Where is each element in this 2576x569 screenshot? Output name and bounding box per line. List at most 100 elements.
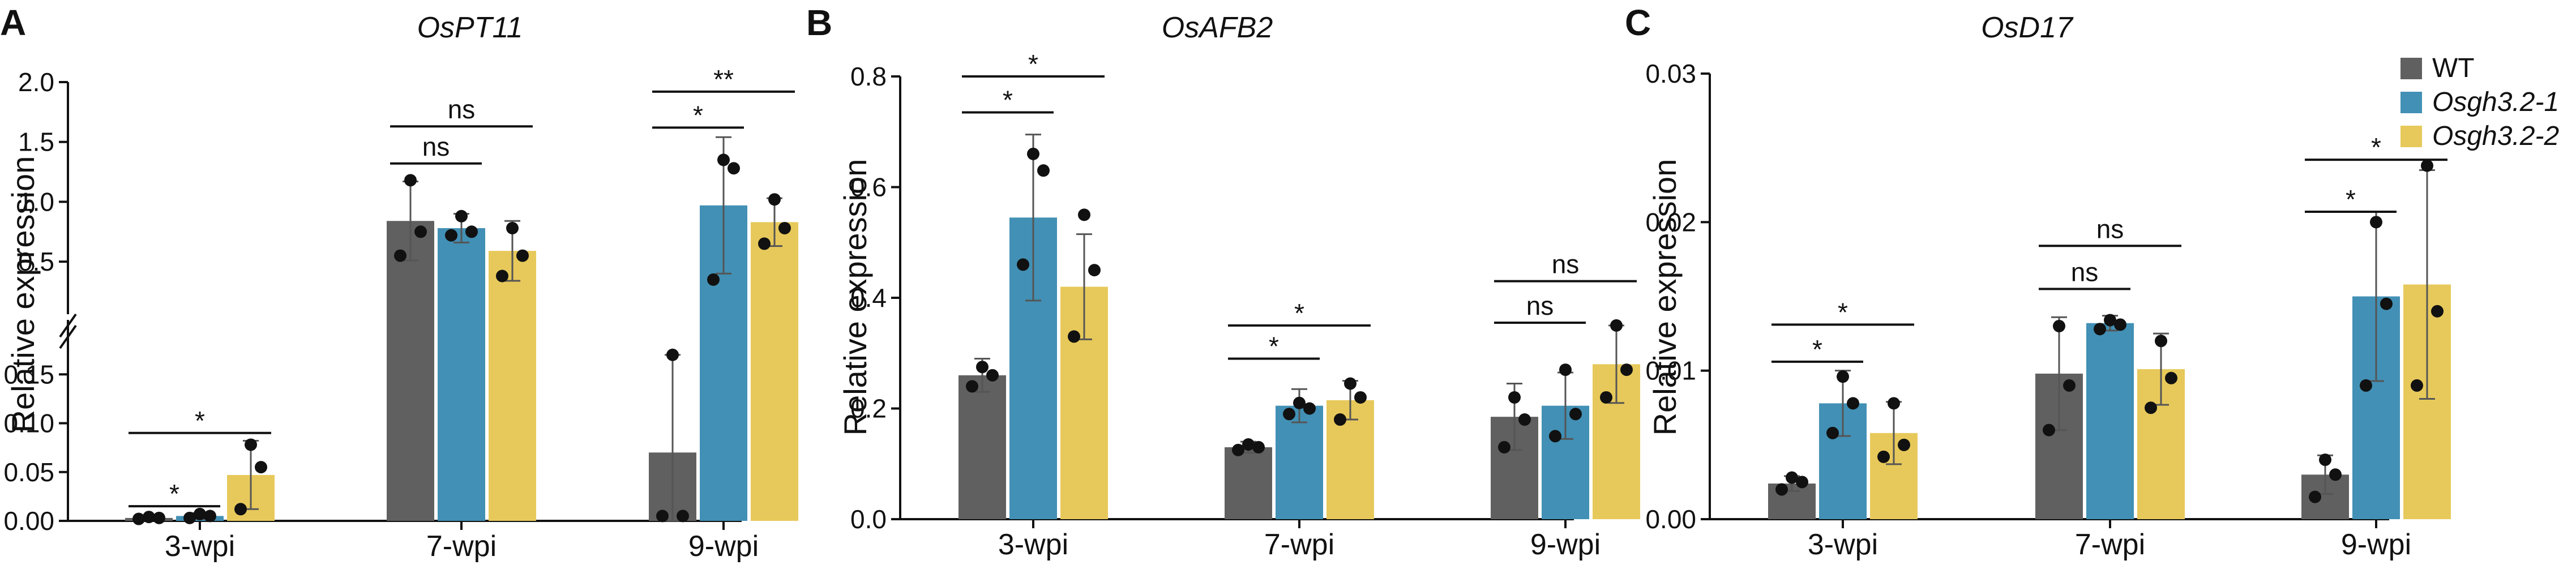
data-point-osgh3-2-1-a (194, 507, 206, 520)
data-point-osgh3-2-2-a (516, 249, 529, 262)
y-tick-label-b: 0.0 (850, 504, 887, 534)
data-point-osgh3-2-2-a (255, 461, 267, 474)
bar-osgh3-2-1-c (2086, 323, 2134, 519)
significance-label-b: ns (1552, 250, 1580, 279)
y-axis-label-c: Relative expression (1647, 159, 1683, 436)
data-point-osgh3-2-2-b (1620, 363, 1633, 377)
chart-title-c: OsD17 (1981, 11, 2074, 44)
data-point-wt-b (1518, 413, 1531, 426)
data-point-osgh3-2-1-a (728, 162, 740, 175)
panel-label-b: B (806, 2, 832, 43)
data-point-osgh3-2-1-a (455, 209, 468, 223)
y-tick-label-c: 0.02 (1645, 207, 1696, 237)
x-tick-label-b: 3-wpi (998, 528, 1068, 561)
significance-label-a: ** (713, 65, 734, 94)
data-point-osgh3-2-2-c (1877, 450, 1890, 463)
data-point-osgh3-2-2-b (1068, 330, 1080, 343)
data-point-wt-a (153, 511, 165, 524)
legend-label-osgh3-2-1: Osgh3.2-1 (2432, 87, 2559, 117)
data-point-wt-a (132, 512, 145, 525)
data-point-osgh3-2-1-a (465, 225, 478, 238)
data-point-osgh3-2-1-b (1017, 258, 1029, 271)
significance-label-b: * (1028, 49, 1038, 79)
data-point-osgh3-2-2-a (506, 221, 519, 234)
data-point-osgh3-2-2-a (234, 503, 247, 516)
data-point-osgh3-2-1-c (1847, 397, 1859, 410)
y-tick-label-b: 0.8 (850, 62, 887, 91)
significance-label-c: ns (2096, 214, 2124, 243)
bar-osgh3-2-2-a (751, 222, 798, 521)
bar-wt-b (958, 375, 1006, 519)
x-tick-label-a: 7-wpi (426, 530, 497, 563)
significance-label-b: * (1003, 85, 1013, 115)
significance-label-a: * (195, 406, 205, 435)
data-point-osgh3-2-1-b (1027, 147, 1039, 160)
significance-label-b: * (1269, 332, 1279, 361)
legend-label-wt: WT (2432, 53, 2475, 83)
y-tick-label-a: 1.5 (18, 127, 54, 157)
data-point-osgh3-2-2-b (1344, 377, 1357, 390)
bar-osgh3-2-2-a (489, 251, 536, 521)
significance-label-c: * (2371, 132, 2381, 162)
y-tick-label-c: 0.01 (1645, 356, 1696, 386)
chart-c: 0.00 0.01 0.02 0.03 3-wpi 7-wpi 9-wpi * * ns ns * * (1645, 59, 2451, 561)
data-point-osgh3-2-1-b (1569, 408, 1582, 421)
data-point-wt-a (414, 225, 427, 238)
chart-title-a: OsPT11 (417, 11, 523, 44)
significance-label-a: * (169, 479, 179, 508)
y-tick-label-b: 0.2 (850, 394, 887, 423)
bar-wt-b (1225, 447, 1272, 519)
x-tick-label-c: 9-wpi (2341, 528, 2411, 561)
data-point-wt-a (656, 510, 669, 523)
data-point-osgh3-2-1-a (183, 511, 196, 524)
x-tick-label-b: 9-wpi (1530, 528, 1601, 561)
y-axis-break-mark-a (59, 324, 77, 349)
data-point-osgh3-2-2-c (1888, 397, 1900, 410)
panel-label-c: C (1625, 2, 1651, 43)
significance-label-c: * (2346, 185, 2356, 214)
y-axis-break-mark-a (59, 313, 77, 338)
data-point-osgh3-2-1-c (1826, 426, 1839, 439)
y-tick-label-a: 2.0 (18, 67, 54, 97)
significance-label-b: * (1294, 298, 1304, 328)
x-tick-label-a: 9-wpi (688, 530, 759, 563)
data-point-wt-c (2043, 423, 2055, 437)
data-point-osgh3-2-2-b (1088, 264, 1101, 277)
data-point-osgh3-2-2-c (1898, 438, 1910, 451)
data-point-wt-c (2309, 490, 2321, 503)
data-point-wt-c (1796, 476, 1808, 489)
data-point-osgh3-2-1-b (1549, 430, 1561, 443)
significance-label-a: ns (448, 95, 476, 124)
panel-label-a: A (0, 2, 26, 43)
x-tick-label-a: 3-wpi (165, 530, 235, 563)
data-point-wt-c (2063, 379, 2076, 392)
data-point-osgh3-2-2-b (1600, 391, 1612, 404)
bar-osgh3-2-1-a (438, 228, 485, 521)
data-point-wt-a (666, 348, 679, 361)
data-point-osgh3-2-1-c (2114, 318, 2126, 331)
significance-label-c: ns (2071, 257, 2099, 286)
data-point-osgh3-2-1-a (445, 229, 457, 242)
data-point-osgh3-2-2-c (2155, 335, 2167, 348)
data-point-osgh3-2-1-a (707, 273, 720, 286)
y-tick-label-c: 0.03 (1645, 59, 1696, 88)
data-point-osgh3-2-1-c (2104, 314, 2116, 327)
data-point-osgh3-2-1-c (2360, 379, 2372, 392)
significance-label-c: * (1838, 297, 1848, 327)
y-tick-label-b: 0.6 (850, 173, 887, 202)
data-point-osgh3-2-1-c (2094, 323, 2106, 336)
data-point-wt-a (394, 249, 406, 262)
x-tick-label-b: 7-wpi (1264, 528, 1334, 561)
legend-swatch-osgh3-2-2 (2400, 126, 2422, 147)
data-point-osgh3-2-2-c (2145, 401, 2157, 414)
data-point-osgh3-2-1-c (1837, 370, 1849, 383)
data-point-wt-b (1252, 440, 1265, 454)
y-tick-label-a: 0.00 (3, 506, 54, 536)
data-point-wt-a (143, 511, 155, 524)
data-point-wt-b (1232, 443, 1244, 456)
significance-label-c: * (1812, 335, 1822, 364)
data-point-osgh3-2-2-b (1354, 391, 1367, 404)
data-point-wt-a (677, 510, 689, 523)
x-tick-label-c: 3-wpi (1808, 528, 1878, 561)
